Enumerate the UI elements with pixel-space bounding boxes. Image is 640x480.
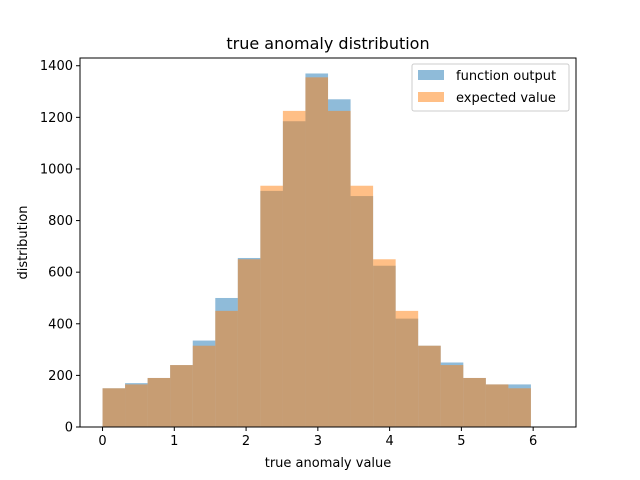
y-tick-label: 1400 — [40, 59, 73, 74]
x-axis-ticks: 0 1 2 3 4 5 6 — [98, 427, 537, 449]
legend-swatch-function-output — [418, 70, 444, 80]
bar-series1-bin4 — [192, 345, 216, 427]
y-axis-label: distribution — [16, 205, 31, 279]
legend: function output expected value — [411, 63, 570, 112]
x-tick-label: 2 — [242, 434, 250, 449]
x-tick-label: 5 — [457, 434, 465, 449]
bar-series1-bin11 — [350, 185, 374, 427]
bar-series1-bin6 — [237, 259, 261, 427]
histogram-bars — [102, 73, 531, 428]
bar-series1-bin5 — [215, 310, 238, 427]
bar-series1-bin16 — [463, 377, 486, 427]
y-tick-label: 400 — [48, 317, 73, 332]
bar-series1-bin10 — [328, 110, 351, 428]
y-tick-label: 800 — [48, 214, 73, 229]
y-tick-label: 600 — [48, 266, 73, 281]
bar-series1-bin9 — [305, 77, 329, 427]
bar-series1-bin7 — [260, 185, 283, 427]
x-tick-label: 0 — [98, 434, 106, 449]
legend-box — [411, 63, 570, 112]
bar-series1-bin3 — [170, 365, 193, 427]
legend-label-function-output: function output — [456, 69, 556, 84]
y-axis-ticks: 0 200 400 600 800 1000 1200 1400 — [40, 59, 80, 436]
chart-title: true anomaly distribution — [226, 34, 429, 53]
bar-series1-bin1 — [125, 384, 148, 427]
legend-label-expected-value: expected value — [456, 91, 556, 106]
x-axis-label: true anomaly value — [265, 456, 392, 471]
bar-series1-bin18 — [508, 388, 531, 427]
y-tick-label: 1000 — [40, 162, 73, 177]
bar-series1-bin14 — [418, 345, 441, 427]
bar-series1-bin15 — [440, 365, 464, 427]
bar-series1-bin0 — [102, 388, 126, 427]
bar-series1-bin12 — [373, 259, 396, 427]
legend-swatch-expected-value — [418, 92, 444, 102]
x-tick-label: 6 — [529, 434, 537, 449]
bar-series1-bin13 — [395, 310, 419, 427]
bar-series1-bin17 — [485, 384, 509, 427]
x-tick-label: 3 — [314, 434, 322, 449]
y-tick-label: 200 — [48, 369, 73, 384]
x-tick-label: 1 — [170, 434, 178, 449]
bar-series1-bin2 — [147, 377, 171, 427]
bar-series1-bin8 — [282, 110, 306, 428]
x-tick-label: 4 — [385, 434, 393, 449]
plot-frame — [79, 57, 577, 428]
y-tick-label: 1200 — [40, 111, 73, 126]
y-tick-label: 0 — [65, 421, 73, 436]
